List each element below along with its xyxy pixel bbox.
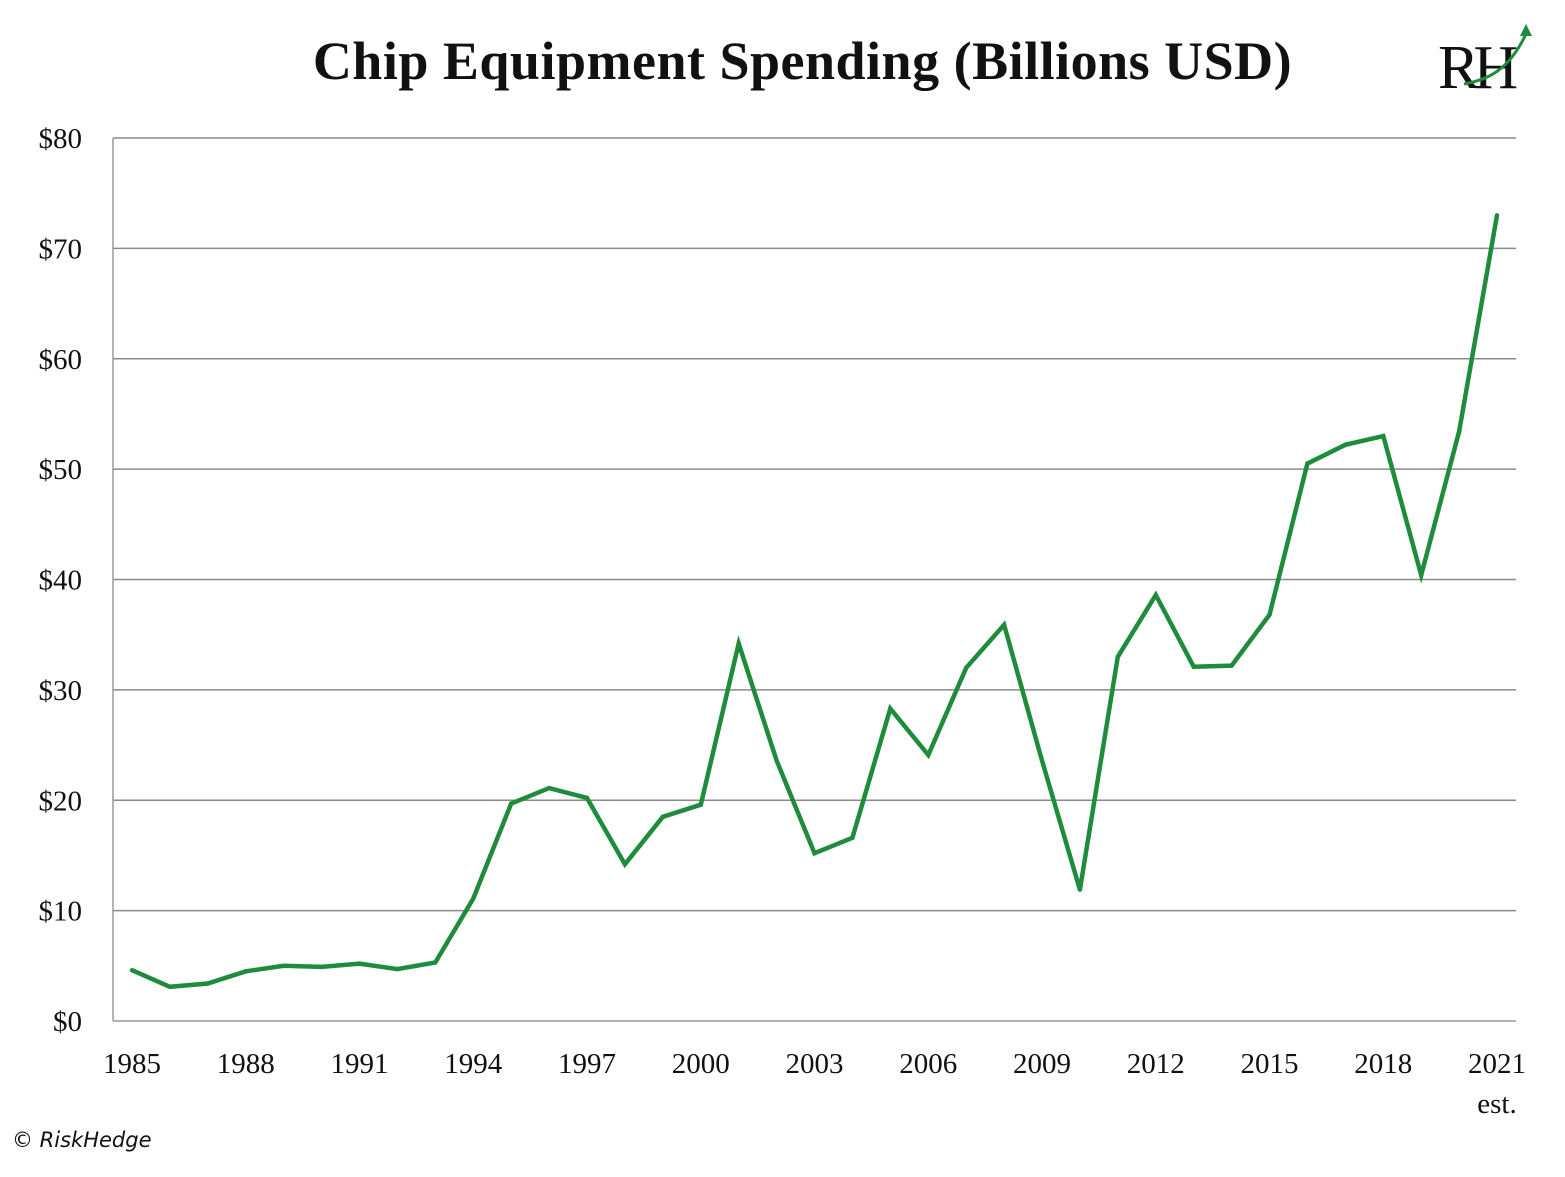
x-tick-label: 2021: [1468, 1048, 1526, 1080]
x-tick-label: 2006: [899, 1048, 957, 1080]
series: [129, 213, 1500, 990]
data-point: [812, 851, 817, 856]
logo-text: RH: [1438, 34, 1516, 100]
data-point: [964, 665, 969, 670]
data-point: [1305, 461, 1310, 466]
y-tick-label: $30: [39, 675, 83, 707]
data-point: [1456, 429, 1462, 434]
y-tick-label: $50: [39, 454, 83, 486]
data-point: [205, 981, 210, 986]
data-point: [736, 641, 741, 646]
data-point: [1229, 663, 1234, 668]
axes: [112, 138, 1516, 1022]
data-point: [1494, 213, 1500, 218]
data-point: [1381, 433, 1386, 439]
x-tick-label: 2003: [786, 1048, 844, 1080]
x-tick-label: 1994: [444, 1048, 503, 1080]
data-point: [1343, 442, 1348, 447]
x-tick-label: 1985: [103, 1048, 161, 1080]
data-point: [167, 984, 173, 989]
y-tick-label: $80: [39, 123, 83, 155]
data-point: [584, 795, 590, 801]
x-tick-label: 2018: [1354, 1048, 1412, 1080]
data-point: [357, 961, 362, 966]
data-point: [774, 758, 779, 763]
y-tick-label: $70: [39, 233, 83, 265]
y-tick-label: $0: [53, 1006, 82, 1038]
data-point: [926, 752, 931, 758]
data-point: [319, 964, 324, 970]
x-tick-label: 2015: [1241, 1048, 1299, 1080]
data-point: [281, 963, 286, 968]
x-annotation-est: est.: [1477, 1088, 1516, 1120]
data-point: [546, 785, 552, 791]
data-point: [129, 968, 135, 973]
x-tick-label: 1991: [331, 1048, 389, 1080]
y-axis-tick-labels: $0 $10 $20 $30 $40 $50 $60 $70 $80: [39, 123, 83, 1038]
annotations: est.: [1477, 1088, 1516, 1120]
x-tick-label: 2012: [1127, 1048, 1185, 1080]
data-point: [395, 966, 400, 972]
y-tick-label: $40: [39, 565, 83, 597]
arrow-up-icon: [1463, 24, 1532, 86]
data-point: [509, 801, 514, 806]
data-point: [1419, 572, 1424, 578]
x-tick-label: 1997: [558, 1048, 616, 1080]
y-tick-label: $60: [39, 344, 83, 376]
data-point: [243, 969, 248, 974]
data-point: [1267, 612, 1272, 617]
data-point: [1077, 887, 1083, 892]
x-tick-label: 2000: [672, 1048, 730, 1080]
data-point: [433, 960, 438, 965]
data-point: [660, 814, 665, 819]
data-point: [1153, 592, 1159, 598]
data-point: [1001, 622, 1007, 627]
data-point: [1115, 654, 1121, 659]
data-point: [1191, 664, 1196, 669]
data-point: [471, 896, 476, 901]
x-axis-tick-labels: 1985 1988 1991 1994 1997 2000 2003 2006 2009 2012…: [103, 1048, 1526, 1080]
x-tick-label: 2009: [1013, 1048, 1071, 1080]
copyright-notice: © RiskHedge: [12, 1128, 152, 1152]
gridlines: [113, 137, 1516, 912]
data-point: [888, 706, 893, 711]
y-tick-label: $20: [39, 785, 83, 817]
chart-title: Chip Equipment Spending (Billions USD): [312, 31, 1293, 91]
data-point: [1039, 758, 1045, 763]
series-line: [131, 214, 1500, 990]
riskhedge-logo: RH: [1438, 24, 1532, 100]
x-tick-label: 1988: [217, 1048, 275, 1080]
y-tick-label: $10: [39, 896, 83, 928]
data-point: [850, 835, 855, 840]
data-point: [622, 862, 628, 867]
data-point: [698, 802, 703, 807]
